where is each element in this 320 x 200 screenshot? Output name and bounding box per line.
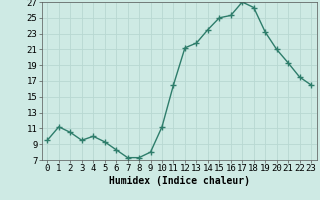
X-axis label: Humidex (Indice chaleur): Humidex (Indice chaleur) [109, 176, 250, 186]
